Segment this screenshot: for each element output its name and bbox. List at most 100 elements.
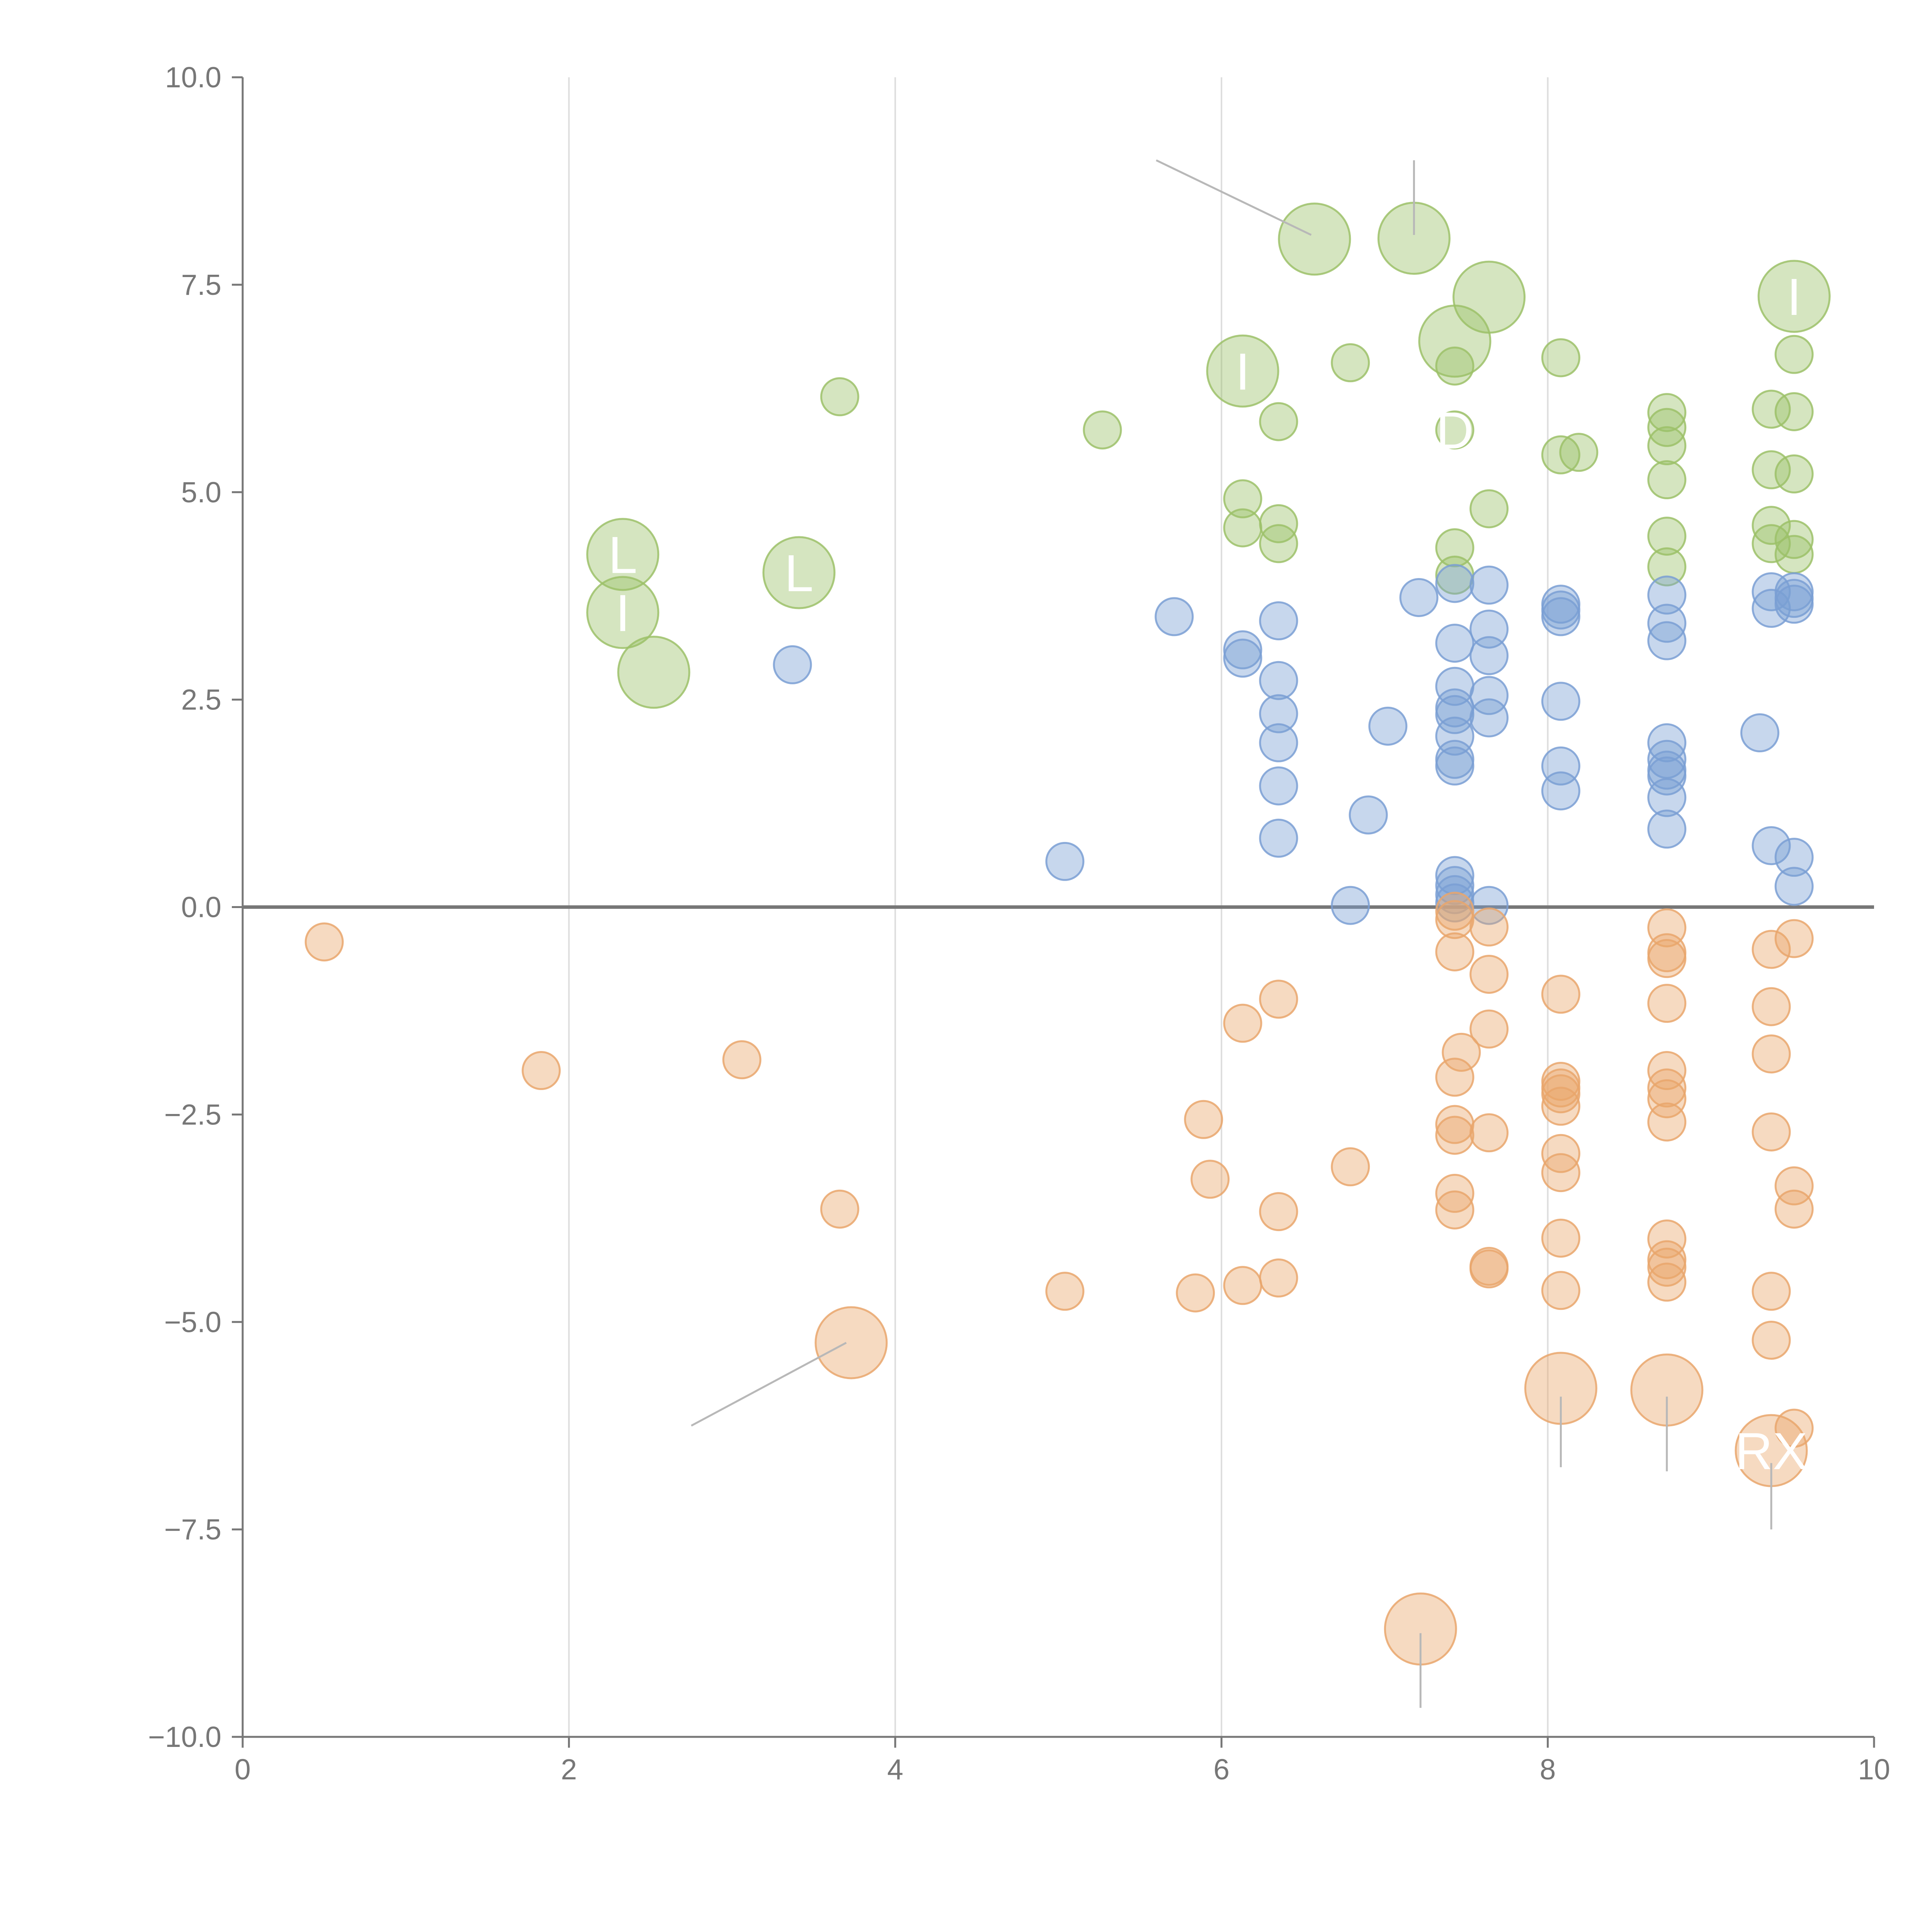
orange-point [1752, 1034, 1791, 1074]
orange-point [1541, 1153, 1580, 1192]
orange-point [1541, 1271, 1580, 1310]
orange-point [815, 1306, 888, 1379]
green-point [1774, 392, 1814, 431]
green-point [1435, 346, 1475, 386]
blue-point [1774, 867, 1814, 906]
blue-point [1368, 706, 1408, 746]
point-label: L [608, 526, 637, 584]
blue-point [1435, 716, 1475, 756]
point-label: D [1436, 401, 1474, 460]
orange-point [1190, 1160, 1230, 1199]
orange-point [1045, 1272, 1085, 1311]
green-point [1083, 410, 1122, 450]
orange-point [722, 1040, 762, 1080]
orange-point [1752, 987, 1791, 1026]
orange-point [304, 922, 344, 962]
orange-point [1259, 1192, 1298, 1231]
blue-point [1469, 886, 1509, 925]
green-point [1278, 202, 1351, 276]
blue-point [1647, 575, 1687, 615]
orange-point [1435, 1173, 1475, 1213]
orange-point [1647, 984, 1687, 1023]
green-point [1647, 517, 1687, 556]
green-point [1469, 489, 1509, 529]
blue-point [1259, 694, 1298, 733]
green-point [1331, 343, 1370, 383]
green-point [1647, 426, 1687, 465]
green-point [1757, 260, 1831, 333]
green-point [1223, 508, 1262, 548]
orange-point [522, 1051, 561, 1090]
blue-point [1349, 795, 1388, 835]
orange-point [1259, 980, 1298, 1019]
green-point [1223, 479, 1262, 519]
orange-point [1647, 1219, 1687, 1259]
data-points [304, 202, 1831, 1666]
green-point [1259, 524, 1298, 563]
blue-point [1469, 698, 1509, 738]
blue-point [1223, 630, 1262, 670]
green-point [1559, 433, 1599, 472]
orange-point [1774, 919, 1814, 958]
blue-point [1541, 771, 1580, 811]
y-tick-label: −5.0 [164, 1306, 221, 1338]
blue-point [1155, 597, 1194, 636]
green-point [1647, 547, 1687, 587]
orange-point [1647, 1262, 1687, 1302]
green-point [1647, 460, 1687, 500]
orange-point [1331, 1147, 1370, 1187]
x-tick-label: 10 [1858, 1753, 1890, 1786]
leader-line [690, 1342, 847, 1427]
y-tick-label: −10.0 [148, 1721, 221, 1753]
blue-point [1647, 621, 1687, 660]
blue-point [1752, 572, 1791, 611]
orange-point [820, 1189, 859, 1229]
blue-point [1740, 713, 1779, 753]
blue-point [1647, 723, 1687, 762]
point-label: I [616, 584, 630, 642]
green-point [1774, 335, 1814, 374]
blue-point [1647, 756, 1687, 796]
label-leader-lines [690, 159, 1772, 1708]
y-tick-label: 2.5 [181, 684, 221, 716]
orange-point [1469, 954, 1509, 994]
green-point [617, 636, 690, 709]
orange-point [1435, 1116, 1475, 1155]
orange-point [1541, 975, 1580, 1014]
y-tick-label: −7.5 [164, 1513, 221, 1546]
orange-point [1223, 1003, 1262, 1043]
orange-point [1442, 1032, 1481, 1072]
green-point [1206, 334, 1279, 408]
blue-point [1752, 826, 1791, 866]
orange-point [1176, 1273, 1215, 1313]
orange-point [1647, 1068, 1687, 1108]
y-tick-label: 10.0 [165, 61, 221, 94]
green-point [1647, 393, 1687, 432]
blue-point [773, 645, 812, 684]
orange-point [1647, 1051, 1687, 1090]
blue-point [1259, 818, 1298, 858]
orange-point [1774, 1189, 1814, 1229]
blue-point [1774, 585, 1814, 624]
blue-point [1469, 609, 1509, 649]
green-point [1435, 528, 1475, 568]
x-tick-label: 8 [1540, 1753, 1556, 1786]
green-point [1541, 338, 1580, 378]
blue-point [1331, 886, 1370, 925]
orange-point [1752, 1272, 1791, 1311]
x-tick-label: 4 [887, 1753, 903, 1786]
green-point [586, 576, 660, 649]
green-point [586, 518, 660, 591]
x-tick-label: 2 [561, 1753, 577, 1786]
blue-point [1435, 746, 1475, 786]
green-point [1435, 410, 1475, 450]
orange-point [1647, 1248, 1687, 1287]
orange-point [1469, 1249, 1509, 1289]
point-label: RX [1735, 1422, 1808, 1480]
blue-point [1647, 810, 1687, 849]
orange-point [1774, 1166, 1814, 1206]
orange-point [1647, 1079, 1687, 1119]
green-point [762, 536, 836, 609]
x-tick-label: 0 [235, 1753, 251, 1786]
